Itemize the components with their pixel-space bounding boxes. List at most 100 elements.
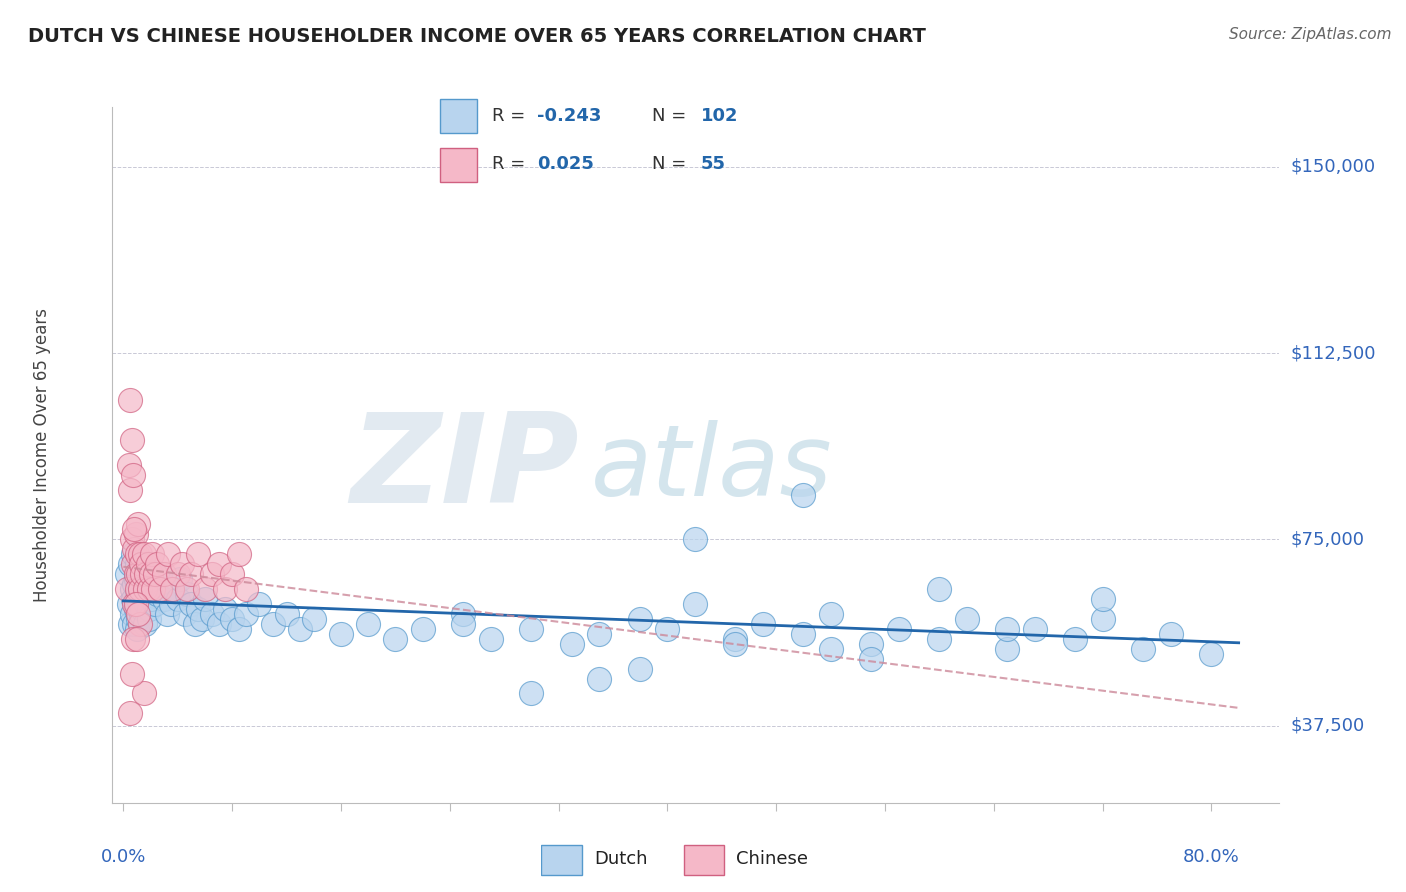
Point [214, 602, 236, 616]
Point [357, 616, 380, 631]
Point [136, 587, 159, 601]
Point [127, 517, 149, 532]
Point [235, 607, 257, 621]
Point [520, 622, 543, 636]
Point [156, 607, 179, 621]
Text: N =: N = [652, 155, 692, 173]
Point [139, 592, 162, 607]
Point [235, 582, 257, 596]
Point [127, 612, 149, 626]
Point [146, 558, 169, 572]
Point [141, 547, 163, 561]
Point [125, 582, 148, 596]
Text: 0.0%: 0.0% [101, 847, 146, 865]
Point [928, 582, 950, 596]
Point [132, 686, 155, 700]
Point [121, 433, 143, 447]
Point [122, 577, 145, 591]
Point [125, 558, 148, 572]
Point [129, 558, 152, 572]
Point [166, 592, 188, 607]
Point [176, 587, 198, 601]
Point [125, 632, 148, 646]
Point [214, 582, 236, 596]
Point [153, 592, 176, 607]
Point [120, 616, 142, 631]
Point [228, 622, 250, 636]
Point [134, 582, 156, 596]
Point [751, 616, 773, 631]
Point [139, 582, 162, 596]
Point [207, 558, 229, 572]
Point [1160, 627, 1182, 641]
Point [820, 641, 842, 656]
Point [453, 616, 475, 631]
Point [127, 567, 149, 582]
Point [128, 582, 150, 596]
Point [157, 547, 180, 561]
Point [170, 558, 193, 572]
Point [453, 607, 475, 621]
Text: 102: 102 [700, 107, 738, 126]
Point [122, 597, 145, 611]
Point [997, 641, 1019, 656]
Point [128, 547, 150, 561]
Point [124, 567, 146, 582]
Point [136, 558, 159, 572]
Point [122, 547, 145, 561]
Point [143, 567, 166, 582]
Point [276, 607, 298, 621]
Point [1024, 622, 1046, 636]
Point [143, 597, 166, 611]
Point [139, 567, 162, 582]
Point [187, 547, 209, 561]
Point [121, 607, 143, 621]
Point [142, 582, 165, 596]
Text: Dutch: Dutch [593, 849, 647, 868]
Point [588, 627, 610, 641]
Point [860, 651, 883, 665]
Text: Source: ZipAtlas.com: Source: ZipAtlas.com [1229, 27, 1392, 42]
Point [724, 632, 747, 646]
Point [149, 567, 172, 582]
Text: R =: R = [492, 155, 531, 173]
Point [132, 582, 155, 596]
Point [124, 527, 146, 541]
Point [928, 632, 950, 646]
Text: Householder Income Over 65 years: Householder Income Over 65 years [34, 308, 52, 602]
Point [384, 632, 406, 646]
Point [956, 612, 979, 626]
Point [887, 622, 910, 636]
Point [132, 547, 155, 561]
Text: atlas: atlas [591, 420, 832, 517]
Text: ZIP: ZIP [350, 409, 579, 529]
Point [138, 582, 160, 596]
Point [120, 483, 142, 497]
Point [628, 662, 651, 676]
Point [479, 632, 502, 646]
Point [588, 672, 610, 686]
Point [628, 612, 651, 626]
Point [127, 607, 149, 621]
Point [121, 582, 143, 596]
Point [412, 622, 434, 636]
Point [162, 582, 184, 596]
Point [117, 567, 139, 582]
Point [136, 567, 159, 582]
Point [194, 592, 217, 607]
Point [683, 597, 706, 611]
Point [860, 637, 883, 651]
Point [194, 582, 217, 596]
Point [120, 558, 142, 572]
Point [191, 612, 214, 626]
Text: 0.025: 0.025 [537, 155, 593, 173]
Point [166, 567, 188, 582]
Text: R =: R = [492, 107, 531, 126]
Point [180, 597, 202, 611]
Point [120, 706, 142, 721]
Point [128, 616, 150, 631]
Point [997, 622, 1019, 636]
Point [127, 592, 149, 607]
FancyBboxPatch shape [440, 99, 477, 133]
Point [135, 597, 157, 611]
